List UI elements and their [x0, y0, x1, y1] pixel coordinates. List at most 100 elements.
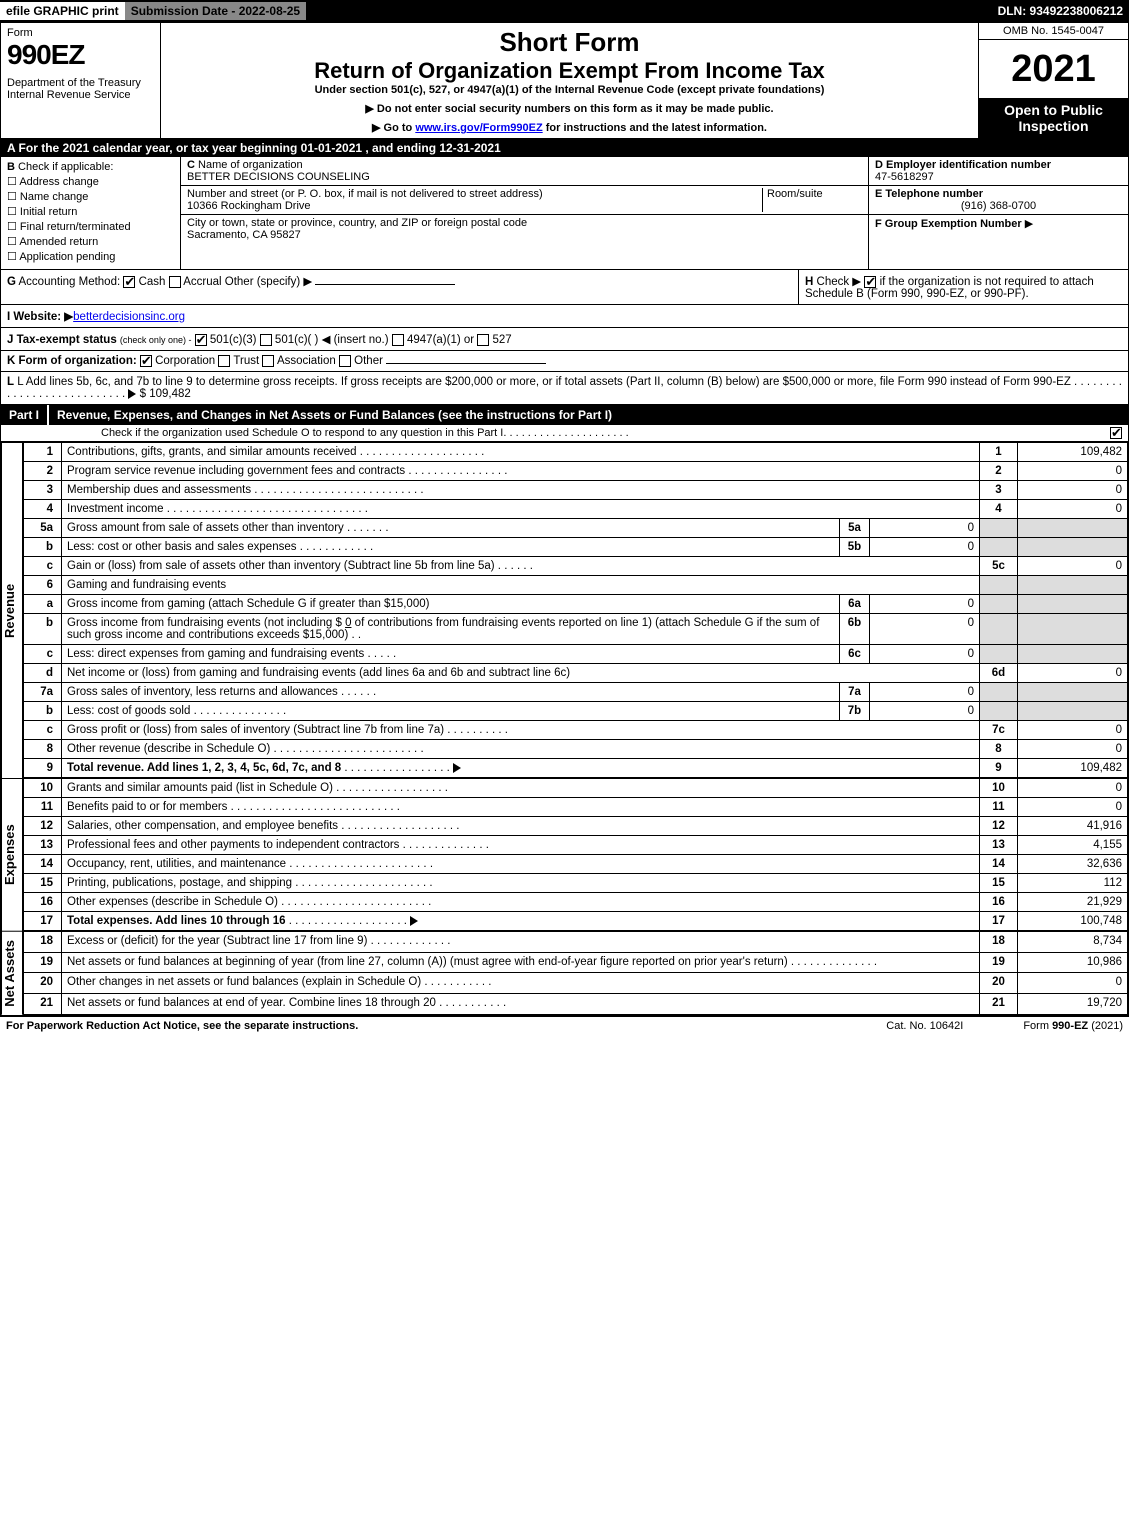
- line-9: 9Total revenue. Add lines 1, 2, 3, 4, 5c…: [24, 759, 1128, 778]
- l-text: L Add lines 5b, 6c, and 7b to line 9 to …: [17, 376, 1071, 388]
- section-b-c-d: B Check if applicable: ☐ Address change …: [1, 157, 1128, 270]
- revenue-section: Revenue 1Contributions, gifts, grants, a…: [1, 442, 1128, 778]
- form-header: Form 990EZ Department of the Treasury In…: [1, 23, 1128, 139]
- short-form-title: Short Form: [167, 27, 972, 58]
- chk-trust[interactable]: [218, 355, 230, 367]
- tax-year: 2021: [979, 40, 1128, 98]
- row-a: A For the 2021 calendar year, or tax yea…: [1, 139, 1128, 157]
- line-7c: cGross profit or (loss) from sales of in…: [24, 721, 1128, 740]
- page-footer: For Paperwork Reduction Act Notice, see …: [0, 1016, 1129, 1035]
- chk-527[interactable]: [477, 334, 489, 346]
- chk-schedule-o[interactable]: [1110, 427, 1122, 439]
- room-suite: Room/suite: [762, 188, 862, 212]
- line-17: 17Total expenses. Add lines 10 through 1…: [24, 912, 1128, 931]
- line-6b: bGross income from fundraising events (n…: [24, 614, 1128, 645]
- street-address: 10366 Rockingham Drive: [187, 200, 311, 212]
- arrow-icon: [128, 389, 136, 399]
- opt-amended-return[interactable]: ☐ Amended return: [7, 235, 174, 248]
- g-label: G: [7, 276, 16, 288]
- dept-label: Department of the Treasury: [7, 77, 154, 89]
- goto-note: ▶ Go to www.irs.gov/Form990EZ for instru…: [167, 121, 972, 134]
- c-label: C: [187, 159, 195, 171]
- chk-accrual[interactable]: [169, 276, 181, 288]
- line-11: 11Benefits paid to or for members . . . …: [24, 798, 1128, 817]
- expenses-side-label: Expenses: [1, 778, 23, 931]
- line-8: 8Other revenue (describe in Schedule O) …: [24, 740, 1128, 759]
- line-6c: cLess: direct expenses from gaming and f…: [24, 645, 1128, 664]
- f-group-row: F Group Exemption Number ▶: [869, 215, 1128, 269]
- form-label: Form: [7, 27, 154, 39]
- i-label: I Website: ▶: [7, 311, 73, 323]
- k-row: K Form of organization: Corporation Trus…: [1, 351, 1128, 372]
- opt-final-return[interactable]: ☐ Final return/terminated: [7, 220, 174, 233]
- e-phone-row: E Telephone number (916) 368-0700: [869, 186, 1128, 215]
- chk-assoc[interactable]: [262, 355, 274, 367]
- c-city-row: City or town, state or province, country…: [181, 215, 868, 243]
- omb-number: OMB No. 1545-0047: [979, 23, 1128, 40]
- f-arrow: ▶: [1025, 218, 1033, 230]
- chk-other[interactable]: [339, 355, 351, 367]
- line-1: 1Contributions, gifts, grants, and simil…: [24, 443, 1128, 462]
- k-label: K Form of organization:: [7, 355, 137, 367]
- dln: DLN: 93492238006212: [992, 2, 1129, 20]
- line-12: 12Salaries, other compensation, and empl…: [24, 817, 1128, 836]
- part1-header: Part I Revenue, Expenses, and Changes in…: [1, 405, 1128, 425]
- line-7a: 7aGross sales of inventory, less returns…: [24, 683, 1128, 702]
- cat-number: Cat. No. 10642I: [886, 1020, 963, 1032]
- chk-cash[interactable]: [123, 276, 135, 288]
- header-center: Short Form Return of Organization Exempt…: [161, 23, 978, 138]
- opt-name-change[interactable]: ☐ Name change: [7, 190, 174, 203]
- col-b: B Check if applicable: ☐ Address change …: [1, 157, 181, 269]
- chk-501c[interactable]: [260, 334, 272, 346]
- l-amount: $ 109,482: [140, 388, 191, 400]
- return-title: Return of Organization Exempt From Incom…: [167, 58, 972, 84]
- gh-row: G Accounting Method: Cash Accrual Other …: [1, 270, 1128, 305]
- line-5a: 5aGross amount from sale of assets other…: [24, 519, 1128, 538]
- d-ein-row: D Employer identification number 47-5618…: [869, 157, 1128, 186]
- line-13: 13Professional fees and other payments t…: [24, 836, 1128, 855]
- website-link[interactable]: betterdecisionsinc.org: [73, 311, 185, 323]
- goto-post: for instructions and the latest informat…: [543, 122, 767, 134]
- form-number: 990EZ: [7, 39, 154, 71]
- chk-h[interactable]: [864, 276, 876, 288]
- ssn-note: ▶ Do not enter social security numbers o…: [167, 102, 972, 115]
- expenses-section: Expenses 10Grants and similar amounts pa…: [1, 778, 1128, 931]
- netassets-section: Net Assets 18Excess or (deficit) for the…: [1, 931, 1128, 1015]
- line-4: 4Investment income . . . . . . . . . . .…: [24, 500, 1128, 519]
- c-name-row: C Name of organization BETTER DECISIONS …: [181, 157, 868, 186]
- line-5b: bLess: cost or other basis and sales exp…: [24, 538, 1128, 557]
- b-label: B: [7, 161, 15, 173]
- top-bar: efile GRAPHIC print Submission Date - 20…: [0, 0, 1129, 22]
- chk-4947[interactable]: [392, 334, 404, 346]
- ein-value: 47-5618297: [875, 171, 934, 183]
- h-label: H: [805, 276, 813, 288]
- b-hint: Check if applicable:: [18, 161, 113, 173]
- org-name: BETTER DECISIONS COUNSELING: [187, 171, 370, 183]
- l-row: L L Add lines 5b, 6c, and 7b to line 9 t…: [1, 372, 1128, 405]
- irs-link[interactable]: www.irs.gov/Form990EZ: [415, 122, 542, 134]
- revenue-side-label: Revenue: [1, 442, 23, 778]
- chk-501c3[interactable]: [195, 334, 207, 346]
- line-16: 16Other expenses (describe in Schedule O…: [24, 893, 1128, 912]
- line-7b: bLess: cost of goods sold . . . . . . . …: [24, 702, 1128, 721]
- expenses-table: 10Grants and similar amounts paid (list …: [23, 778, 1128, 931]
- city-hint: City or town, state or province, country…: [187, 217, 527, 229]
- header-right: OMB No. 1545-0047 2021 Open to Public In…: [978, 23, 1128, 138]
- paperwork-notice: For Paperwork Reduction Act Notice, see …: [6, 1020, 358, 1032]
- chk-corp[interactable]: [140, 355, 152, 367]
- part1-label: Part I: [1, 405, 49, 425]
- city-state-zip: Sacramento, CA 95827: [187, 229, 301, 241]
- efile-label[interactable]: efile GRAPHIC print: [0, 2, 125, 20]
- col-c: C Name of organization BETTER DECISIONS …: [181, 157, 868, 269]
- h-cell: H Check ▶ if the organization is not req…: [798, 270, 1128, 304]
- opt-initial-return[interactable]: ☐ Initial return: [7, 205, 174, 218]
- g-text: Accounting Method:: [19, 276, 121, 288]
- submission-date: Submission Date - 2022-08-25: [125, 2, 306, 20]
- netassets-table: 18Excess or (deficit) for the year (Subt…: [23, 931, 1128, 1015]
- line-6d: dNet income or (loss) from gaming and fu…: [24, 664, 1128, 683]
- goto-pre: ▶ Go to: [372, 122, 415, 134]
- form-container: Form 990EZ Department of the Treasury In…: [0, 22, 1129, 1016]
- opt-address-change[interactable]: ☐ Address change: [7, 175, 174, 188]
- line-20: 20Other changes in net assets or fund ba…: [24, 973, 1128, 994]
- opt-application-pending[interactable]: ☐ Application pending: [7, 250, 174, 263]
